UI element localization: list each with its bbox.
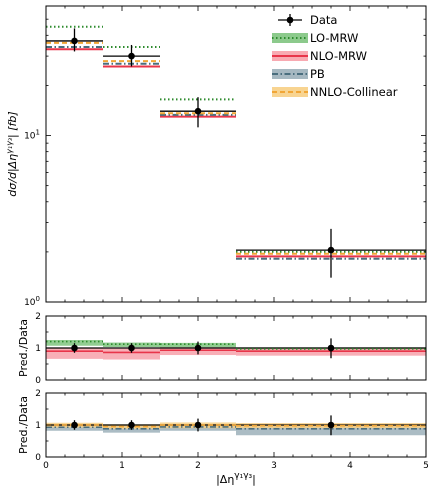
ratio2-y-axis-label: Pred./Data [17, 396, 30, 454]
main-y-tick-label: 101 [24, 129, 40, 142]
x-tick-label: 0 [43, 461, 49, 471]
legend-swatch-lo-mrw-band [272, 33, 308, 43]
ratio1-data-point-1 [71, 344, 78, 352]
ratio2-y-tick-label: 2 [35, 389, 41, 399]
legend-label-lo-mrw: LO-MRW [310, 31, 358, 45]
legend-entry-lo-mrw: LO-MRW [272, 31, 358, 45]
main-y-axis-label: dσ/d|Δηγ₁γ₃| [fb] [5, 111, 19, 196]
ratio2-data-point-3 [194, 421, 202, 429]
x-tick-label: 5 [423, 461, 429, 471]
ratio1-band-nlo-mrw-bin-1 [46, 348, 103, 359]
ratio2-data-point-4 [327, 421, 335, 429]
x-tick-label: 1 [119, 461, 125, 471]
ratio1-y-tick-label: 1 [35, 344, 41, 354]
ratio1-band-lo-mrw-bin-1 [46, 340, 103, 346]
ratio1-y-tick-label: 2 [35, 312, 41, 322]
data-point-2 [128, 52, 135, 60]
legend-swatch-data-marker [286, 16, 294, 24]
x-tick-label: 3 [271, 461, 277, 471]
data-point-4 [327, 246, 335, 254]
legend-label-nlo-mrw: NLO-MRW [310, 49, 367, 63]
ratio1-y-axis-label: Pred./Data [17, 319, 30, 377]
legend: Data LO-MRW NLO-MRW PB NNLO-Collinear [272, 13, 398, 99]
ratio1-data-point-4 [327, 344, 335, 352]
ratio2-data-point-2 [128, 421, 135, 429]
ratio2-y-tick-label: 1 [35, 421, 41, 431]
ratio-panel-lo-nlo-mrw: 0 1 2 Pred./Data [17, 312, 427, 386]
ratio2-y-tick-label: 0 [35, 453, 41, 463]
main-y-tick-label: 100 [24, 295, 40, 308]
ratio-panel-pb-nnlo: 0 1 2 0 1 2 3 4 5 Pred./Data [17, 389, 429, 471]
legend-label-pb: PB [310, 67, 325, 81]
x-axis-label: |Δηγ₁γ₃| [216, 471, 256, 486]
data-point-3 [194, 107, 202, 115]
legend-label-data: Data [310, 13, 337, 27]
legend-entry-pb: PB [272, 67, 325, 81]
ratio1-y-tick-label: 0 [35, 376, 41, 386]
legend-entry-nlo-mrw: NLO-MRW [272, 49, 367, 63]
main-panel: 100 101 dσ/d|Δηγ₁γ₃| [fb] Data LO-MRW NLO-M… [5, 5, 427, 308]
x-tick-label: 4 [347, 461, 353, 471]
ratio1-data-point-2 [128, 344, 135, 352]
ratio1-band-nlo-mrw-bin-2 [103, 348, 160, 360]
data-point-1 [71, 37, 78, 45]
ratio2-data-point-1 [71, 421, 78, 429]
legend-label-nnlo-collinear: NNLO-Collinear [310, 85, 398, 99]
legend-entry-data: Data [278, 13, 337, 27]
legend-entry-nnlo-collinear: NNLO-Collinear [272, 85, 398, 99]
main-frame [45, 5, 427, 303]
x-tick-label: 2 [195, 461, 201, 471]
ratio1-data-point-3 [194, 344, 202, 352]
